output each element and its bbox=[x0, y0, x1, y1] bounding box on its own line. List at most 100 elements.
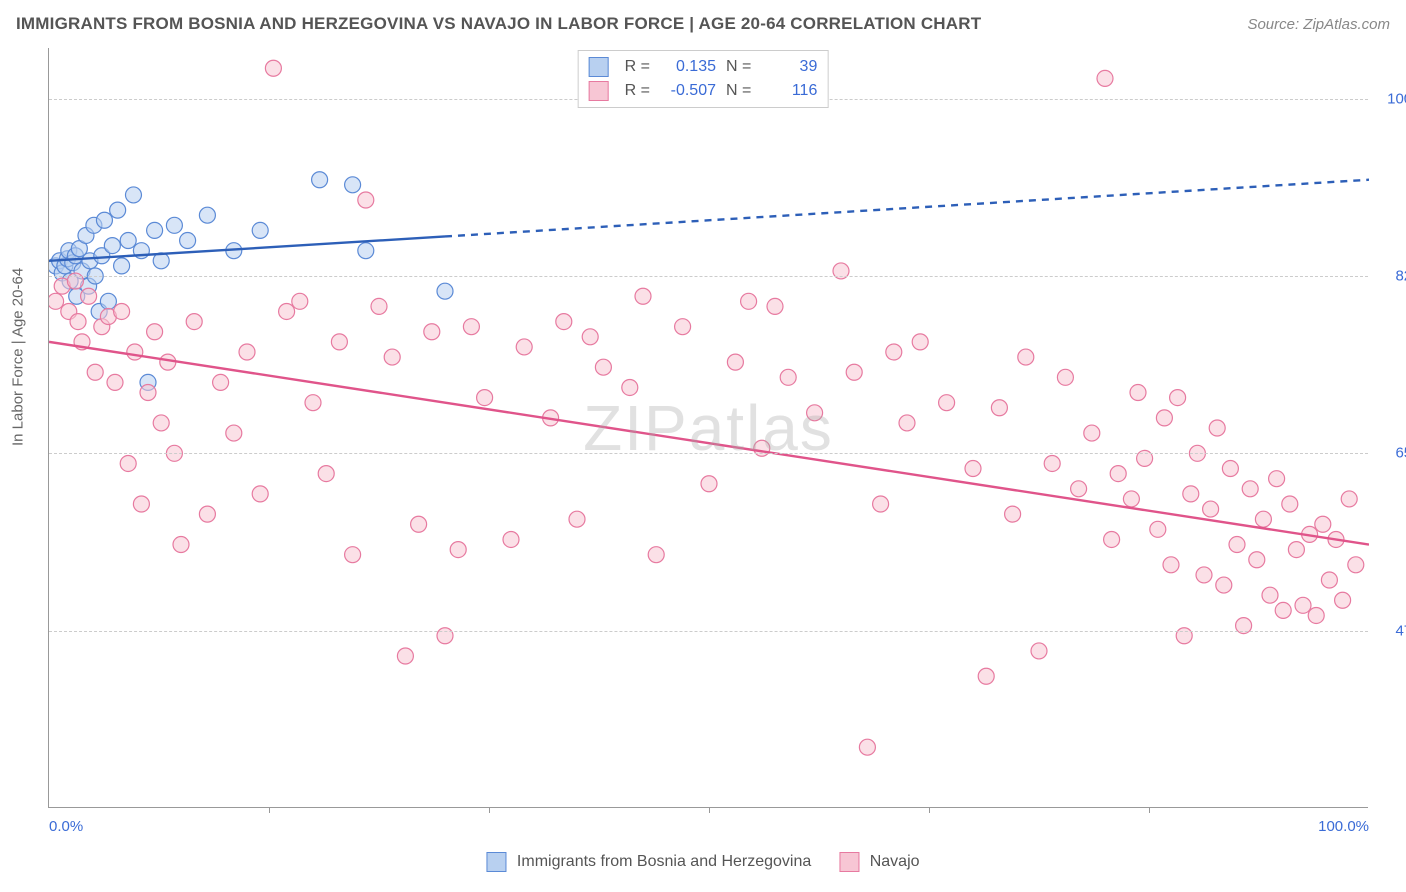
data-point bbox=[741, 293, 757, 309]
data-point bbox=[622, 379, 638, 395]
data-point bbox=[477, 390, 493, 406]
data-point bbox=[1209, 420, 1225, 436]
gridline-h bbox=[49, 453, 1368, 454]
data-point bbox=[1018, 349, 1034, 365]
data-point bbox=[991, 400, 1007, 416]
data-point bbox=[1275, 602, 1291, 618]
data-point bbox=[1288, 542, 1304, 558]
data-point bbox=[213, 374, 229, 390]
data-point bbox=[1222, 461, 1238, 477]
data-point bbox=[252, 486, 268, 502]
data-point bbox=[556, 314, 572, 330]
y-tick-label: 82.5% bbox=[1395, 268, 1406, 285]
data-point bbox=[147, 222, 163, 238]
x-tick-label: 0.0% bbox=[49, 818, 83, 835]
data-point bbox=[265, 60, 281, 76]
x-minor-tick bbox=[269, 807, 270, 813]
data-point bbox=[100, 293, 116, 309]
data-point bbox=[1031, 643, 1047, 659]
legend-item-1: Immigrants from Bosnia and Herzegovina bbox=[486, 852, 811, 872]
data-point bbox=[70, 314, 86, 330]
n-value: 116 bbox=[761, 79, 817, 103]
stats-legend: R = 0.135 N = 39 R = -0.507 N = 116 bbox=[578, 50, 829, 108]
data-point bbox=[1269, 471, 1285, 487]
data-point bbox=[1130, 385, 1146, 401]
data-point bbox=[81, 288, 97, 304]
data-point bbox=[397, 648, 413, 664]
data-point bbox=[463, 319, 479, 335]
r-value: 0.135 bbox=[660, 55, 716, 79]
data-point bbox=[345, 547, 361, 563]
header-row: IMMIGRANTS FROM BOSNIA AND HERZEGOVINA V… bbox=[16, 14, 1390, 34]
x-tick-label: 100.0% bbox=[1318, 818, 1369, 835]
data-point bbox=[1255, 511, 1271, 527]
data-point bbox=[767, 298, 783, 314]
bottom-legend: Immigrants from Bosnia and Herzegovina N… bbox=[486, 852, 919, 872]
data-point bbox=[125, 187, 141, 203]
data-point bbox=[701, 476, 717, 492]
data-point bbox=[1097, 70, 1113, 86]
data-point bbox=[437, 283, 453, 299]
data-point bbox=[569, 511, 585, 527]
data-point bbox=[107, 374, 123, 390]
data-point bbox=[252, 222, 268, 238]
data-point bbox=[318, 466, 334, 482]
data-point bbox=[1170, 390, 1186, 406]
data-point bbox=[1282, 496, 1298, 512]
data-point bbox=[87, 364, 103, 380]
data-point bbox=[1341, 491, 1357, 507]
data-point bbox=[180, 233, 196, 249]
data-point bbox=[1196, 567, 1212, 583]
legend-item-2: Navajo bbox=[839, 852, 919, 872]
data-point bbox=[1295, 597, 1311, 613]
swatch-series-2 bbox=[589, 81, 609, 101]
data-point bbox=[1044, 455, 1060, 471]
data-point bbox=[120, 233, 136, 249]
data-point bbox=[384, 349, 400, 365]
data-point bbox=[358, 192, 374, 208]
data-point bbox=[1057, 369, 1073, 385]
data-point bbox=[173, 537, 189, 553]
data-point bbox=[104, 238, 120, 254]
data-point bbox=[595, 359, 611, 375]
data-point bbox=[939, 395, 955, 411]
data-point bbox=[1123, 491, 1139, 507]
chart-title: IMMIGRANTS FROM BOSNIA AND HERZEGOVINA V… bbox=[16, 14, 981, 34]
swatch-series-2 bbox=[839, 852, 859, 872]
data-point bbox=[780, 369, 796, 385]
data-point bbox=[873, 496, 889, 512]
n-label: N = bbox=[726, 79, 751, 103]
data-point bbox=[411, 516, 427, 532]
data-point bbox=[899, 415, 915, 431]
x-minor-tick bbox=[1149, 807, 1150, 813]
data-point bbox=[1308, 607, 1324, 623]
plot-area: ZIPatlas 47.5%65.0%82.5%100.0%0.0%100.0% bbox=[48, 48, 1368, 808]
data-point bbox=[292, 293, 308, 309]
data-point bbox=[675, 319, 691, 335]
data-point bbox=[49, 293, 64, 309]
data-point bbox=[1183, 486, 1199, 502]
data-point bbox=[1348, 557, 1364, 573]
data-point bbox=[727, 354, 743, 370]
data-point bbox=[199, 506, 215, 522]
data-point bbox=[133, 496, 149, 512]
legend-label: Navajo bbox=[870, 853, 920, 870]
data-point bbox=[648, 547, 664, 563]
data-point bbox=[1150, 521, 1166, 537]
y-axis-label: In Labor Force | Age 20-64 bbox=[10, 268, 27, 446]
data-point bbox=[114, 303, 130, 319]
data-point bbox=[1005, 506, 1021, 522]
data-point bbox=[886, 344, 902, 360]
data-point bbox=[582, 329, 598, 345]
data-point bbox=[96, 212, 112, 228]
data-point bbox=[1249, 552, 1265, 568]
data-point bbox=[503, 531, 519, 547]
data-point bbox=[226, 425, 242, 441]
data-point bbox=[371, 298, 387, 314]
data-point bbox=[450, 542, 466, 558]
data-point bbox=[140, 385, 156, 401]
stats-row-2: R = -0.507 N = 116 bbox=[589, 79, 818, 103]
x-minor-tick bbox=[929, 807, 930, 813]
scatter-svg bbox=[49, 48, 1369, 808]
data-point bbox=[239, 344, 255, 360]
